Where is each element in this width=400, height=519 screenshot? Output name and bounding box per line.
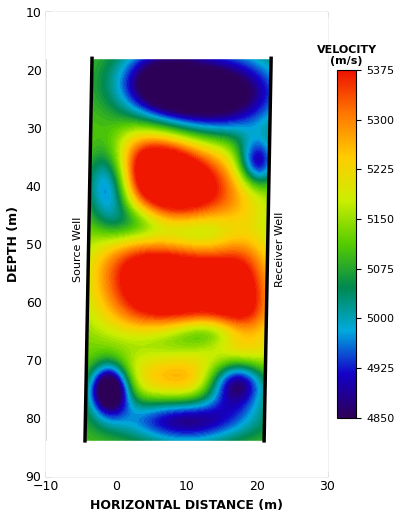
Text: Source Well: Source Well bbox=[73, 217, 83, 282]
X-axis label: HORIZONTAL DISTANCE (m): HORIZONTAL DISTANCE (m) bbox=[90, 499, 283, 512]
Y-axis label: DEPTH (m): DEPTH (m) bbox=[7, 206, 20, 282]
Title: VELOCITY
(m/s): VELOCITY (m/s) bbox=[317, 45, 377, 66]
Text: Receiver Well: Receiver Well bbox=[275, 212, 285, 288]
